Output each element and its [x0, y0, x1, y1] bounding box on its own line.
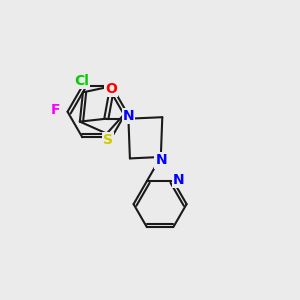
Text: F: F [50, 103, 60, 117]
Text: N: N [173, 173, 184, 187]
Text: N: N [156, 154, 167, 167]
Text: O: O [105, 82, 117, 96]
Text: Cl: Cl [74, 74, 89, 88]
Text: N: N [123, 109, 134, 123]
Text: S: S [103, 133, 113, 147]
